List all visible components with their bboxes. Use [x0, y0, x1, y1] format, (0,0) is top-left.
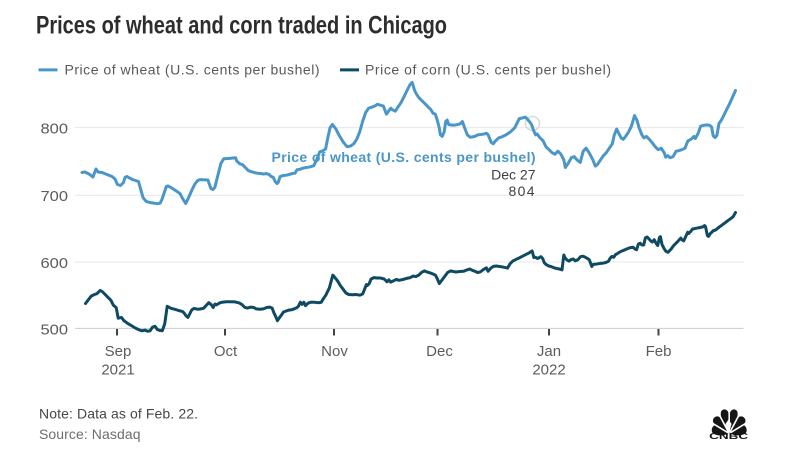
- svg-text:500: 500: [41, 321, 69, 338]
- svg-text:Prices of wheat and corn trade: Prices of wheat and corn traded in Chica…: [36, 12, 447, 40]
- svg-text:Nov: Nov: [321, 343, 348, 360]
- svg-text:Source: Nasdaq: Source: Nasdaq: [39, 426, 141, 442]
- svg-text:Dec: Dec: [426, 343, 453, 360]
- svg-text:Feb: Feb: [646, 343, 672, 360]
- svg-text:Sep: Sep: [105, 343, 132, 360]
- svg-text:Note: Data as of Feb. 22.: Note: Data as of Feb. 22.: [39, 406, 198, 422]
- svg-text:800: 800: [41, 121, 69, 138]
- svg-text:Jan: Jan: [537, 343, 561, 360]
- svg-text:700: 700: [41, 188, 69, 205]
- svg-text:2022: 2022: [532, 362, 565, 379]
- svg-text:Oct: Oct: [214, 343, 238, 360]
- svg-text:804: 804: [509, 183, 535, 199]
- svg-text:2021: 2021: [101, 362, 134, 379]
- svg-text:600: 600: [41, 255, 69, 272]
- svg-text:Price of wheat (U.S. cents per: Price of wheat (U.S. cents per bushel): [272, 149, 536, 165]
- svg-text:Price of corn (U.S. cents per: Price of corn (U.S. cents per bushel): [365, 62, 611, 78]
- svg-text:Price of wheat (U.S. cents per: Price of wheat (U.S. cents per bushel): [65, 62, 320, 78]
- svg-text:Dec 27: Dec 27: [491, 166, 536, 182]
- svg-text:CNBC: CNBC: [709, 431, 748, 441]
